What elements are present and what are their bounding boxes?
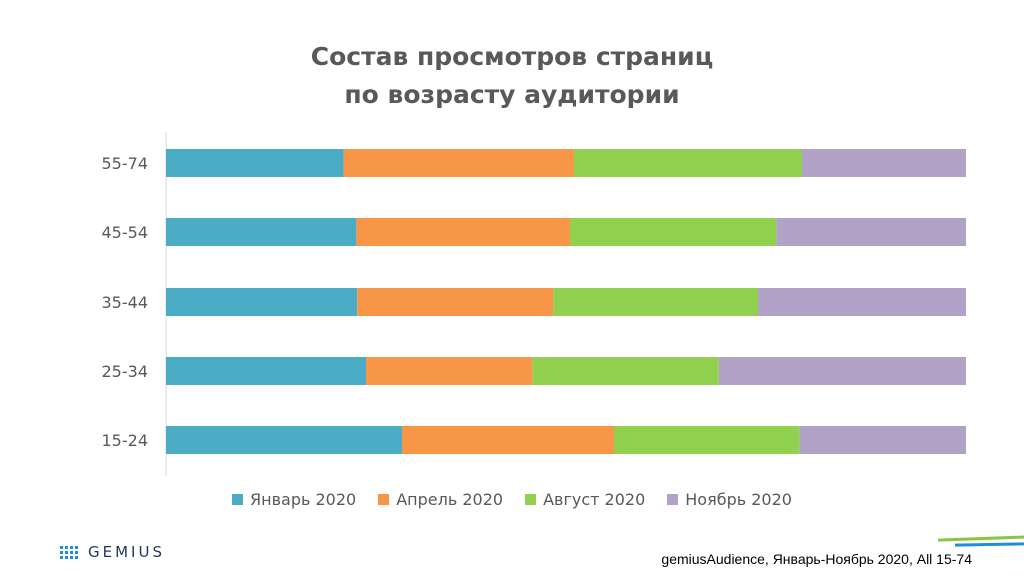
bar-segment	[356, 218, 570, 246]
legend-item-april: Апрель 2020	[378, 490, 503, 509]
bar-segment	[166, 288, 358, 316]
legend-item-august: Август 2020	[525, 490, 645, 509]
legend-label-november: Ноябрь 2020	[685, 490, 792, 509]
legend-label-april: Апрель 2020	[396, 490, 504, 509]
source-note: gemiusAudience, Январь-Ноябрь 2020, All …	[661, 551, 972, 567]
gemius-logo: GEMIUS	[60, 543, 165, 561]
bar-segment	[402, 426, 614, 454]
bar-segment	[366, 357, 533, 385]
legend-swatch-april	[378, 494, 390, 505]
y-tick-label: 15-24	[102, 431, 149, 450]
legend-label-january: Январь 2020	[250, 490, 357, 509]
legend-label-august: Август 2020	[543, 490, 646, 509]
legend-item-november: Ноябрь 2020	[667, 490, 792, 509]
bar-segment	[776, 218, 966, 246]
bar-segment	[166, 149, 344, 177]
bar-segment	[357, 288, 554, 316]
bar-segment	[802, 149, 966, 177]
y-tick-label: 35-44	[102, 293, 149, 312]
gemius-logo-text: GEMIUS	[88, 543, 165, 561]
bar-segment	[166, 218, 357, 246]
chart-legend: Январь 2020 Апрель 2020 Август 2020 Нояб…	[0, 490, 1024, 509]
legend-swatch-august	[525, 494, 537, 505]
y-tick-label: 25-34	[102, 362, 149, 381]
bar-segment	[343, 149, 574, 177]
y-tick-label: 55-74	[102, 154, 149, 173]
legend-swatch-november	[667, 494, 679, 505]
bar-segment	[574, 149, 802, 177]
bar-segment	[718, 357, 966, 385]
bar-segment	[614, 426, 800, 454]
legend-swatch-january	[232, 494, 244, 505]
legend-item-january: Январь 2020	[232, 490, 356, 509]
chart-title-line-1: Состав просмотров страниц	[310, 42, 714, 71]
gemius-logo-icon	[60, 545, 78, 559]
bar-segment	[553, 288, 758, 316]
bar-segment	[532, 357, 719, 385]
bar-segment	[570, 218, 777, 246]
bar-segment	[166, 357, 366, 385]
y-tick-label: 45-54	[102, 223, 149, 242]
chart-title: Состав просмотров страниц по возрасту ау…	[0, 38, 1024, 114]
bar-segment	[166, 426, 402, 454]
bar-segment	[758, 288, 966, 316]
bar-segment	[799, 426, 966, 454]
chart-title-line-2: по возрасту аудитории	[344, 80, 680, 109]
